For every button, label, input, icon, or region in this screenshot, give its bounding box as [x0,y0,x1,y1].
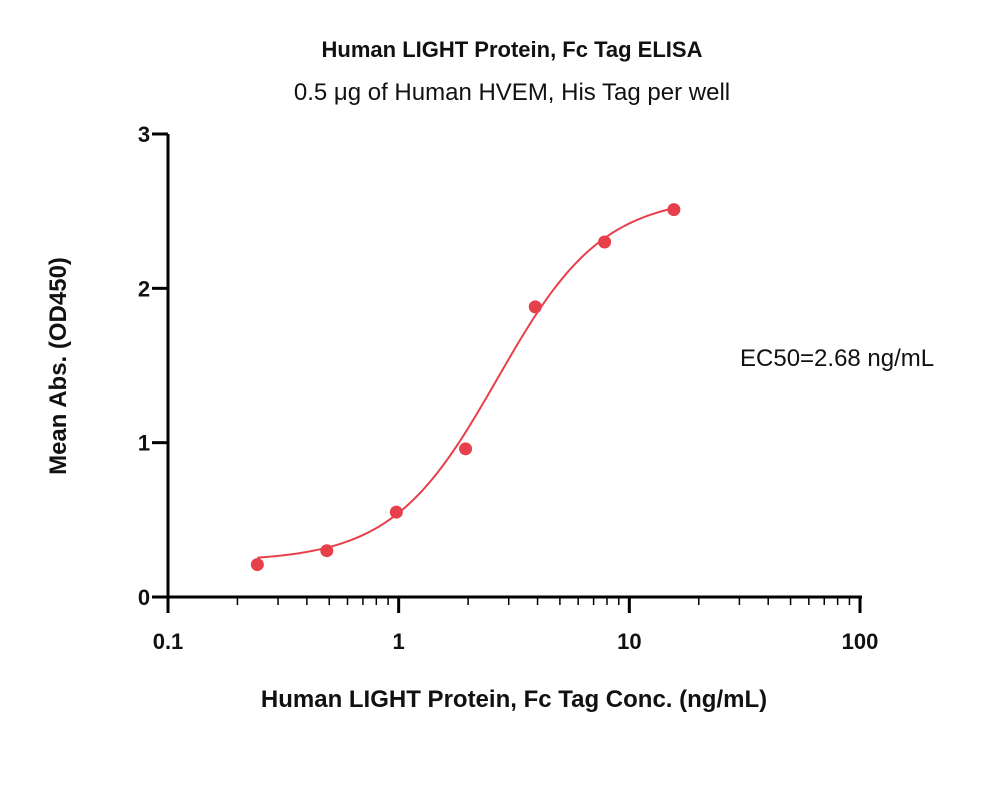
x-tick-label-1: 1 [393,629,405,654]
data-point-6 [667,203,681,217]
x-axis-label: Human LIGHT Protein, Fc Tag Conc. (ng/mL… [261,686,767,713]
y-tick-label-0: 0 [138,585,150,610]
y-tick-label-3: 3 [138,122,150,147]
x-tick-label-2: 10 [617,629,641,654]
fit-curve [257,207,675,559]
y-axis-label: Mean Abs. (OD450) [45,257,72,475]
y-tick-label-1: 1 [138,431,150,456]
x-tick-label-0: 0.1 [153,629,184,654]
data-points [250,203,681,572]
y-ticks: 0 1 2 3 [138,122,168,610]
chart-subtitle: 0.5 μg of Human HVEM, His Tag per well [294,79,730,106]
data-point-1 [320,544,334,558]
data-point-2 [389,505,403,519]
data-point-5 [598,235,612,249]
x-tick-label-3: 100 [842,629,879,654]
chart-title: Human LIGHT Protein, Fc Tag ELISA [322,37,703,62]
y-tick-label-2: 2 [138,276,150,301]
data-point-4 [528,300,542,314]
x-ticks: 0.1 1 10 100 [153,597,879,654]
data-point-3 [459,442,473,456]
ec50-annotation: EC50=2.68 ng/mL [740,345,934,372]
data-point-0 [250,558,264,572]
